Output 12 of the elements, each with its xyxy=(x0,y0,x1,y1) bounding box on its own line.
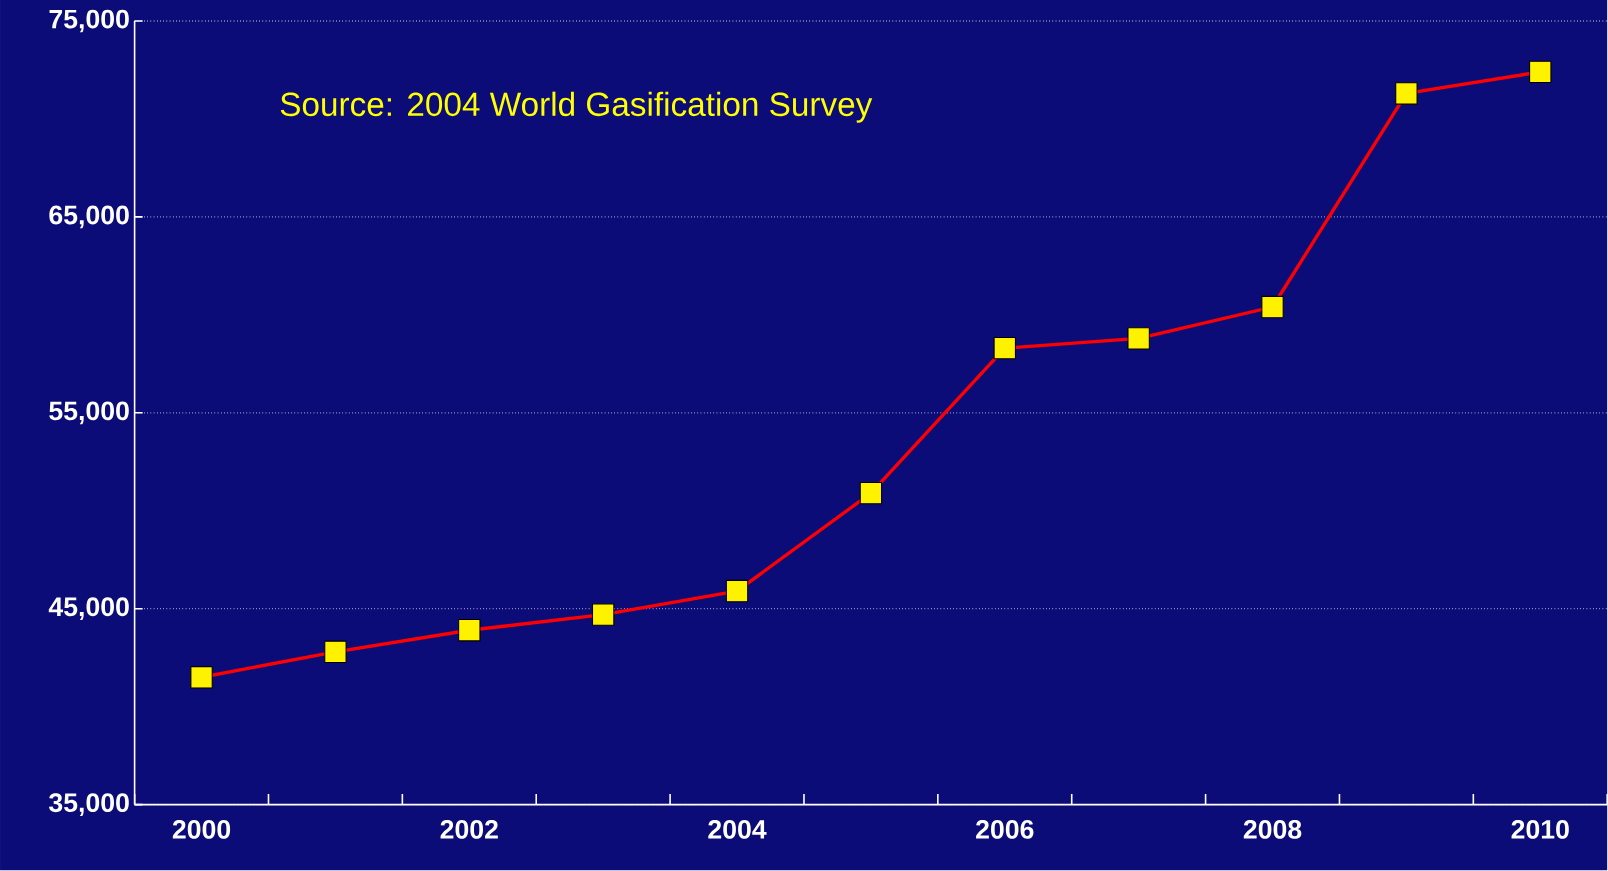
x-tick-label: 2002 xyxy=(440,820,498,840)
y-tick-label: 35,000 xyxy=(48,793,129,817)
y-tick-label: 45,000 xyxy=(48,597,129,621)
x-tick-label: 2000 xyxy=(172,820,231,840)
x-tick-label: 2008 xyxy=(1243,820,1302,840)
x-tick-label: 2010 xyxy=(1511,820,1569,840)
y-tick-label: 75,000 xyxy=(49,9,129,33)
y-tick-label: 65,000 xyxy=(49,205,129,229)
x-tick-label: 2004 xyxy=(708,820,767,840)
annotation: Source: 2004 World Gasification Survey xyxy=(280,91,873,123)
x-tick-label: 2006 xyxy=(976,820,1034,840)
y-tick-label: 55,000 xyxy=(49,401,129,425)
